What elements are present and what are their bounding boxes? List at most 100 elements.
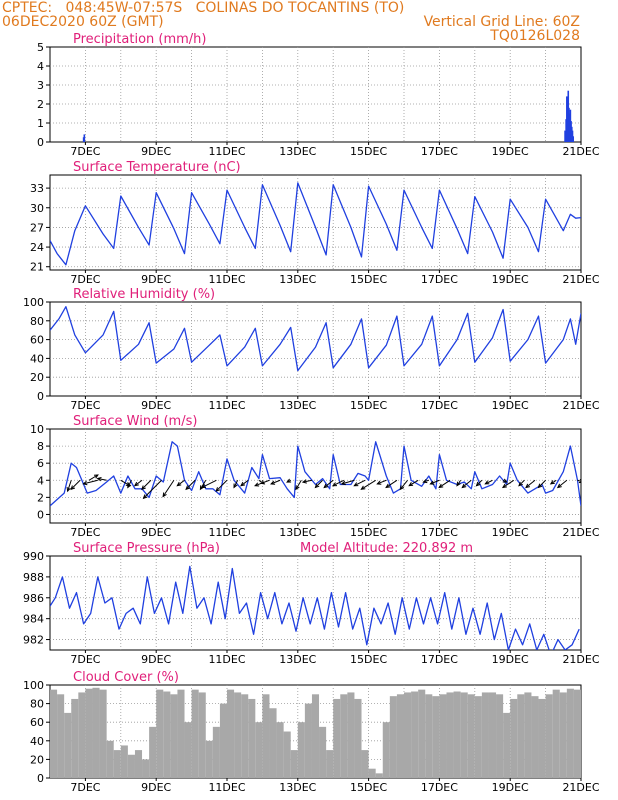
y-tick-label: 0: [37, 508, 44, 521]
x-tick-label: 15DEC: [350, 653, 387, 666]
cloud-bar: [50, 690, 57, 778]
x-tick-label: 13DEC: [279, 273, 316, 286]
panel-1: 21242730337DEC 9DEC 11DEC 13DEC 15DEC 17DEC 19…: [30, 160, 600, 286]
precip-bar: [84, 134, 86, 142]
cloud-bar: [170, 694, 177, 778]
y-tick-label: 1: [37, 117, 44, 130]
cloud-bar: [340, 694, 347, 778]
cloud-bar: [553, 690, 560, 778]
x-tick-label: 17DEC: [421, 653, 458, 666]
x-tick-label: 15DEC: [350, 781, 387, 794]
y-tick-label: 30: [30, 202, 44, 215]
data-layer: [50, 183, 581, 265]
y-tick-label: 2: [37, 98, 44, 111]
cloud-bar: [418, 690, 425, 778]
x-tick-label: 11DEC: [208, 653, 245, 666]
cloud-bar: [213, 727, 220, 778]
y-tick-label: 986: [23, 592, 44, 605]
x-tick-label: 13DEC: [279, 781, 316, 794]
cloud-bar: [114, 750, 121, 778]
y-tick-label: 80: [30, 698, 44, 711]
y-tick-label: 100: [23, 296, 44, 309]
cloud-bar: [496, 694, 503, 778]
x-tick-label: 13DEC: [279, 653, 316, 666]
cloud-bar: [149, 727, 156, 778]
y-tick-label: 0: [37, 772, 44, 785]
y-tick-label: 80: [30, 315, 44, 328]
x-tick-label: 9DEC: [141, 526, 171, 539]
panel-frame: [50, 175, 581, 270]
x-tick-label: 19DEC: [492, 145, 529, 158]
y-tick-label: 24: [30, 241, 44, 254]
x-tick-label: 21DEC: [562, 526, 599, 539]
panel-frame: [50, 429, 581, 523]
cloud-bar: [241, 694, 248, 778]
cloud-bar: [475, 696, 482, 778]
y-tick-label: 5: [37, 41, 44, 54]
x-tick-label: 11DEC: [208, 399, 245, 412]
x-tick-label: 7DEC: [70, 399, 100, 412]
x-tick-label: 7DEC: [70, 781, 100, 794]
x-tick-label: 15DEC: [350, 273, 387, 286]
cloud-bar: [71, 699, 78, 778]
cloud-bar: [404, 692, 411, 778]
cloud-bar: [234, 692, 241, 778]
data-layer: [50, 442, 583, 506]
cloud-bar: [383, 722, 390, 778]
y-tick-label: 60: [30, 716, 44, 729]
y-tick-label: 40: [30, 352, 44, 365]
y-tick-label: 988: [23, 571, 44, 584]
x-tick-label: 17DEC: [421, 145, 458, 158]
panel-title: Surface Temperature (nC): [73, 160, 241, 175]
y-tick-label: 0: [37, 136, 44, 149]
cloud-bar: [92, 688, 99, 778]
x-tick-label: 19DEC: [492, 653, 529, 666]
y-tick-label: 33: [30, 182, 44, 195]
panel-frame: [50, 47, 581, 142]
x-tick-label: 7DEC: [70, 273, 100, 286]
x-tick-label: 11DEC: [208, 273, 245, 286]
panel-annotation: Model Altitude: 220.892 m: [300, 541, 473, 556]
x-tick-label: 9DEC: [141, 145, 171, 158]
panel-4: 982 984 986 988 990 7DEC 9DEC 11DEC 13DEC 15DEC 17…: [23, 541, 600, 666]
x-tick-label: 11DEC: [208, 145, 245, 158]
x-tick-label: 19DEC: [492, 526, 529, 539]
cloud-bar: [489, 692, 496, 778]
x-tick-label: 11DEC: [208, 526, 245, 539]
cloud-bar: [482, 692, 489, 778]
cloud-bar: [57, 694, 64, 778]
x-tick-label: 9DEC: [141, 273, 171, 286]
cloud-bar: [305, 704, 312, 778]
cloud-bar: [135, 750, 142, 778]
cloud-bar: [177, 690, 184, 778]
wind-arrow: [144, 480, 162, 498]
x-tick-label: 13DEC: [279, 399, 316, 412]
cloud-bar: [192, 690, 199, 778]
cloud-bar: [376, 773, 383, 778]
x-tick-label: 17DEC: [421, 273, 458, 286]
cloud-bar: [546, 694, 553, 778]
x-tick-label: 15DEC: [350, 145, 387, 158]
panel-title: Surface Wind (m/s): [73, 414, 197, 429]
cloud-bar: [517, 694, 524, 778]
series-line: [50, 442, 581, 506]
cloud-bar: [468, 694, 475, 778]
cloud-bar: [185, 722, 192, 778]
x-tick-label: 13DEC: [279, 526, 316, 539]
y-tick-label: 4: [37, 60, 44, 73]
cloud-bar: [107, 741, 114, 778]
y-tick-label: 20: [30, 371, 44, 384]
cloud-bar: [284, 732, 291, 779]
y-tick-label: 6: [37, 457, 44, 470]
y-tick-label: 0: [37, 390, 44, 403]
y-tick-label: 984: [23, 613, 44, 626]
cloud-bar: [539, 699, 546, 778]
x-tick-label: 21DEC: [562, 273, 599, 286]
cloud-bar: [291, 750, 298, 778]
x-tick-label: 19DEC: [492, 781, 529, 794]
cloud-bar: [461, 692, 468, 778]
x-tick-label: 19DEC: [492, 399, 529, 412]
cloud-bar: [362, 750, 369, 778]
wind-arrow: [142, 480, 151, 489]
y-tick-label: 4: [37, 474, 44, 487]
